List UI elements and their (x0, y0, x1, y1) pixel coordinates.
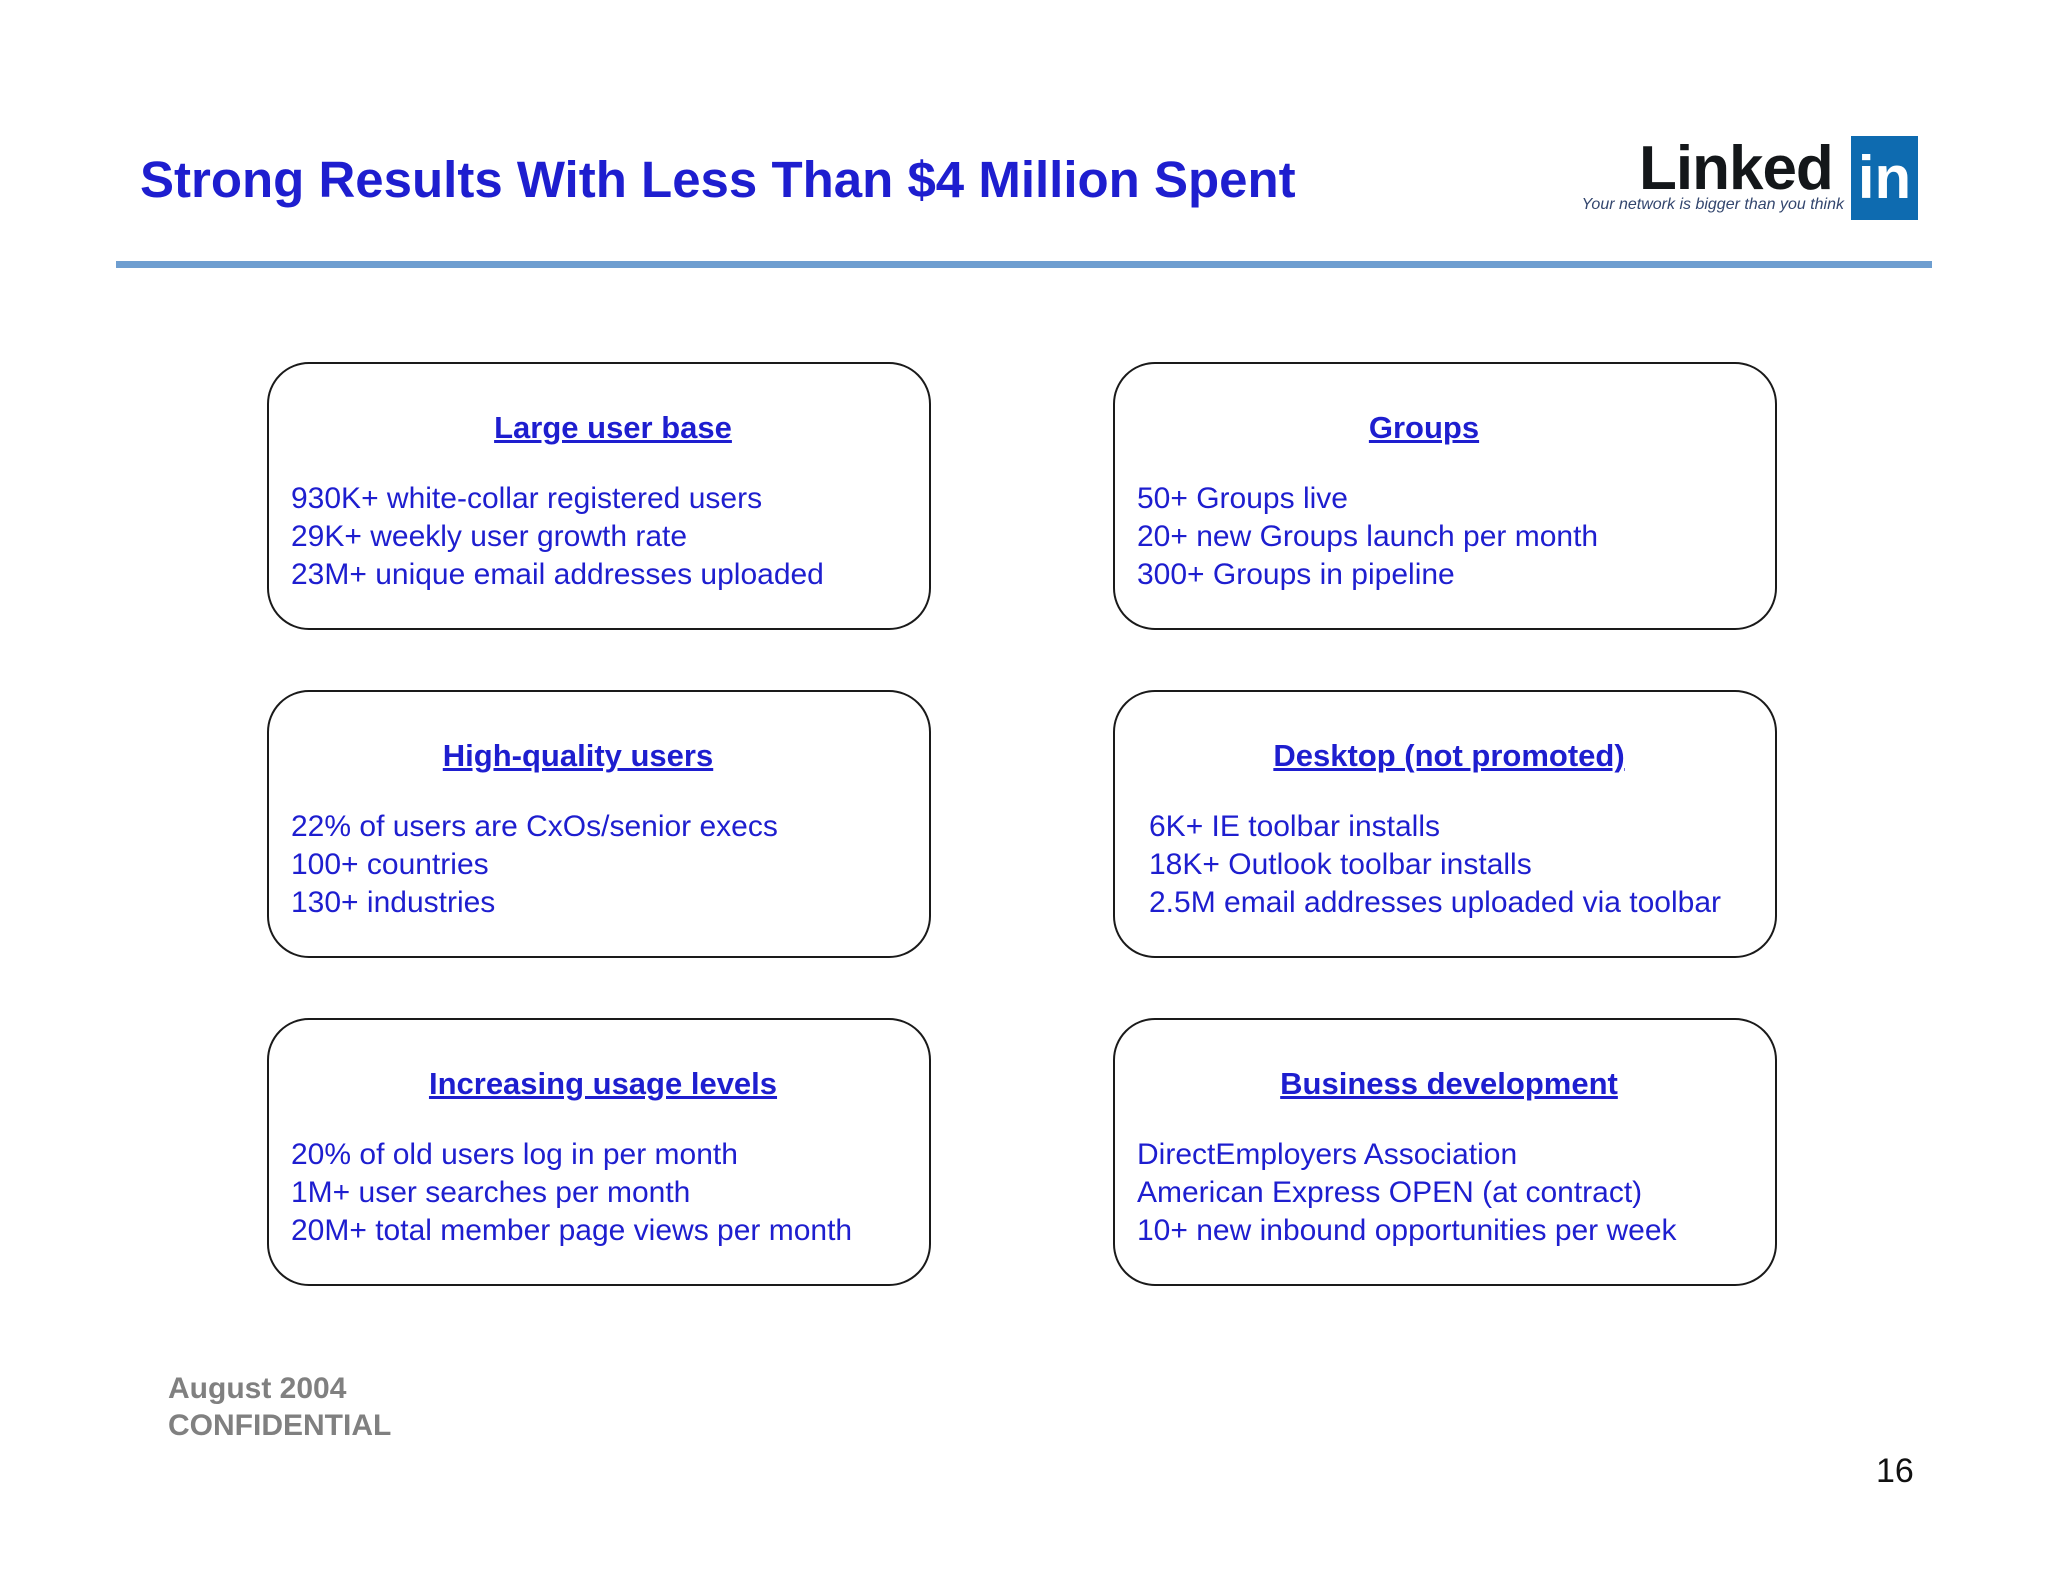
card-item: 29K+ weekly user growth rate (291, 520, 688, 553)
footer: August 2004 CONFIDENTIAL (168, 1370, 391, 1444)
card-item: 130+ industries (291, 886, 496, 919)
card-large-user-base: Large user base 930K+ white-collar regis… (267, 362, 931, 630)
card-item: 20M+ total member page views per month (291, 1214, 853, 1247)
card-bullets: 20% of old users log in per month 1M+ us… (291, 1136, 852, 1250)
linkedin-logo: Linked in Your network is bigger than yo… (1536, 134, 1920, 224)
card-bullets: 930K+ white-collar registered users 29K+… (291, 480, 824, 594)
card-heading: Large user base (494, 410, 732, 445)
card-heading: Desktop (not promoted) (1273, 738, 1625, 773)
card-bullets: 22% of users are CxOs/senior execs 100+ … (291, 808, 778, 922)
title-divider (116, 261, 1932, 268)
card-item: 23M+ unique email addresses uploaded (291, 558, 824, 591)
card-heading: Increasing usage levels (428, 1066, 778, 1101)
card-item: 22% of users are CxOs/senior execs (291, 810, 778, 843)
card-item: American Express OPEN (at contract) (1137, 1176, 1643, 1209)
page-number: 16 (1876, 1452, 1914, 1490)
logo-wordmark: Linked (1639, 134, 1834, 203)
card-item: 100+ countries (291, 848, 489, 881)
footer-confidential: CONFIDENTIAL (168, 1409, 392, 1442)
card-item: 6K+ IE toolbar installs (1149, 810, 1440, 843)
card-item: 300+ Groups in pipeline (1137, 558, 1455, 591)
card-item: 20+ new Groups launch per month (1137, 520, 1599, 553)
card-desktop: Desktop (not promoted) 6K+ IE toolbar in… (1113, 690, 1777, 958)
slide-title: Strong Results With Less Than $4 Million… (140, 151, 1296, 208)
logo-tagline: Your network is bigger than you think (1581, 196, 1844, 213)
card-item: 18K+ Outlook toolbar installs (1149, 848, 1532, 881)
footer-date: August 2004 (168, 1372, 347, 1405)
card-increasing-usage-levels: Increasing usage levels 20% of old users… (267, 1018, 931, 1286)
card-bullets: DirectEmployers Association American Exp… (1137, 1136, 1677, 1250)
card-groups: Groups 50+ Groups live 20+ new Groups la… (1113, 362, 1777, 630)
card-bullets: 6K+ IE toolbar installs 18K+ Outlook too… (1149, 808, 1721, 922)
card-heading: High-quality users (442, 738, 714, 773)
card-heading: Business development (1280, 1066, 1618, 1101)
card-item: 10+ new inbound opportunities per week (1137, 1214, 1677, 1247)
card-high-quality-users: High-quality users 22% of users are CxOs… (267, 690, 931, 958)
card-heading: Groups (1368, 410, 1480, 445)
card-bullets: 50+ Groups live 20+ new Groups launch pe… (1137, 480, 1598, 594)
card-item: 930K+ white-collar registered users (291, 482, 763, 515)
card-item: 50+ Groups live (1137, 482, 1348, 515)
card-item: 2.5M email addresses uploaded via toolba… (1149, 886, 1722, 919)
card-business-development: Business development DirectEmployers Ass… (1113, 1018, 1777, 1286)
card-item: 1M+ user searches per month (291, 1176, 691, 1209)
card-item: DirectEmployers Association (1137, 1138, 1518, 1171)
card-item: 20% of old users log in per month (291, 1138, 738, 1171)
logo-in-box: in (1851, 136, 1918, 220)
